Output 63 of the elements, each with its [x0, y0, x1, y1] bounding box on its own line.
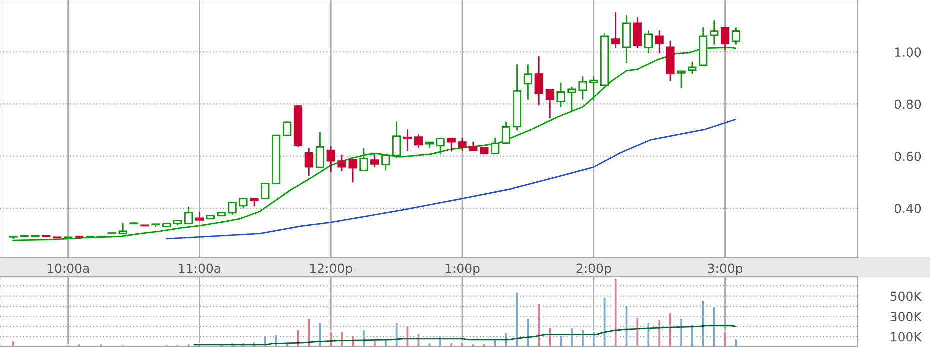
bar — [306, 318, 312, 347]
bar — [690, 324, 695, 347]
bar — [679, 318, 684, 347]
line-series — [166, 118, 736, 240]
candlestick — [710, 20, 719, 45]
bar — [514, 292, 520, 347]
y-tick-label: 0.40 — [894, 204, 922, 214]
bar — [558, 335, 564, 347]
x-tick-label: 12:00p — [310, 264, 352, 276]
bar — [712, 306, 717, 347]
bar — [734, 338, 739, 347]
candlestick — [590, 76, 598, 102]
bar — [526, 318, 531, 347]
candlestick — [633, 17, 642, 48]
candlestick — [326, 146, 336, 173]
x-tick-label: 1:00p — [446, 264, 480, 276]
bar — [482, 343, 487, 347]
bar — [570, 327, 574, 347]
candlestick — [644, 30, 653, 54]
bar — [449, 342, 454, 347]
bar — [646, 322, 652, 347]
bar — [536, 302, 542, 347]
line-series — [194, 325, 736, 346]
x-tick-label: 2:00p — [576, 264, 612, 276]
bar — [318, 322, 323, 347]
bar — [340, 331, 344, 347]
y-tick-label: 1.00 — [895, 48, 922, 58]
y-tick-label: 0.60 — [894, 152, 922, 162]
y-tick-label: 0.80 — [894, 100, 922, 110]
bar — [614, 277, 618, 347]
x-tick-label: 10:00a — [48, 264, 90, 274]
bar — [722, 331, 728, 347]
candlestick — [304, 148, 314, 176]
y-tick-label: 100K — [891, 332, 922, 342]
bar — [394, 322, 400, 347]
candlestick — [512, 64, 522, 131]
bar — [427, 342, 432, 347]
candlestick — [414, 134, 424, 148]
candlestick — [612, 12, 620, 48]
bar — [362, 329, 366, 347]
bar — [668, 312, 673, 347]
candlestick — [534, 56, 544, 106]
bar — [11, 340, 16, 347]
bar — [635, 316, 640, 347]
candlestick — [370, 154, 380, 168]
candlestick — [688, 62, 697, 74]
x-tick-label: 3:00p — [708, 264, 743, 276]
candlestick — [655, 30, 664, 54]
bar — [602, 296, 608, 347]
bar — [460, 341, 465, 347]
candlestick — [524, 64, 533, 100]
candlestick — [732, 27, 741, 45]
line-series — [12, 46, 736, 242]
bar — [580, 329, 586, 347]
x-tick-label: 11:00a — [179, 264, 220, 274]
candlestick — [403, 130, 412, 152]
bar — [624, 304, 630, 347]
bar — [701, 300, 706, 347]
candlestick — [622, 15, 632, 64]
y-tick-label: 500K — [890, 292, 922, 302]
bar — [263, 335, 268, 347]
bar — [657, 318, 662, 347]
y-tick-label: 300K — [890, 312, 922, 322]
